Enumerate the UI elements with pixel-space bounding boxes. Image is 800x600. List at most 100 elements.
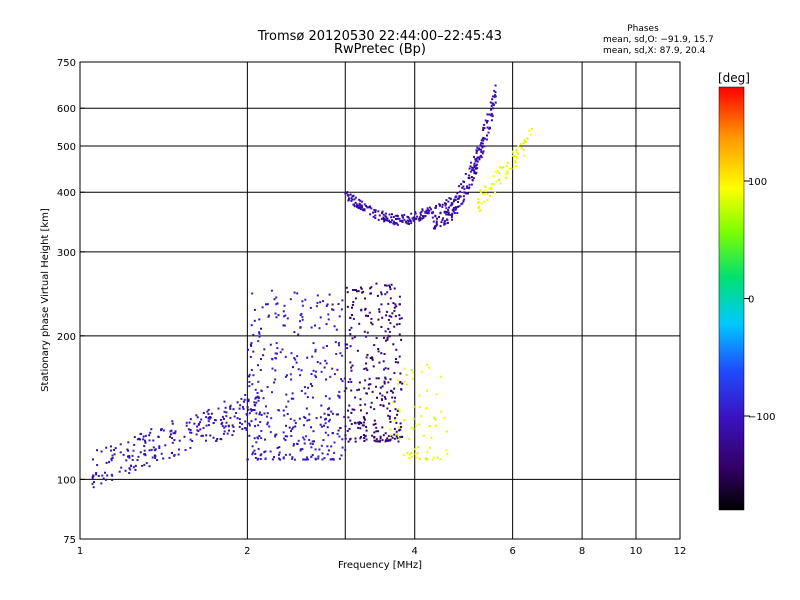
data-point [395, 305, 398, 308]
data-point [447, 200, 450, 203]
data-point [463, 191, 466, 194]
data-point [266, 386, 269, 389]
data-point [396, 433, 398, 436]
data-point [322, 300, 324, 303]
data-point [363, 209, 366, 212]
data-point [456, 205, 459, 208]
data-point [406, 215, 409, 218]
data-point [433, 456, 435, 459]
data-point [241, 406, 244, 408]
data-point [439, 375, 442, 378]
data-point [337, 413, 339, 416]
y-tick-label: 600 [57, 104, 76, 115]
data-point [199, 428, 202, 431]
data-point [389, 434, 392, 437]
data-point [379, 392, 382, 395]
data-point [189, 431, 192, 434]
data-point [423, 434, 425, 437]
data-point [359, 398, 362, 401]
data-point [473, 170, 476, 173]
data-point [447, 209, 450, 212]
data-point [348, 427, 351, 430]
data-point [365, 356, 368, 359]
data-point [488, 126, 491, 129]
data-point [378, 361, 381, 364]
data-point [372, 423, 375, 426]
data-point [442, 217, 445, 220]
data-point [364, 297, 366, 300]
data-point [446, 221, 449, 224]
data-point [355, 205, 358, 208]
data-point [408, 457, 411, 460]
data-point [173, 454, 176, 457]
data-point [395, 218, 397, 220]
data-point [347, 440, 350, 443]
data-point [394, 303, 397, 306]
data-point [435, 224, 438, 227]
data-point [399, 220, 402, 222]
data-point [377, 218, 380, 221]
data-point [384, 284, 386, 287]
data-point [395, 435, 398, 438]
data-point [366, 206, 369, 209]
data-point [319, 316, 322, 319]
data-point [444, 220, 447, 223]
data-point [338, 396, 341, 399]
data-point [361, 424, 364, 427]
data-point [271, 458, 274, 461]
data-point [389, 288, 392, 291]
data-point [383, 218, 386, 221]
data-point [110, 473, 113, 476]
data-point [244, 420, 247, 423]
data-point [393, 437, 396, 440]
data-point [309, 442, 312, 445]
data-point [347, 409, 349, 412]
data-point [421, 209, 424, 212]
data-point [419, 211, 422, 214]
data-point [344, 434, 347, 437]
data-point [383, 368, 385, 371]
data-point [394, 214, 397, 217]
data-point [92, 486, 95, 489]
data-point [327, 434, 330, 437]
data-point [317, 457, 320, 460]
data-point [154, 455, 157, 458]
data-point [311, 396, 314, 399]
data-point [474, 158, 477, 161]
data-point [292, 443, 295, 446]
data-point [269, 343, 272, 346]
data-point [446, 213, 449, 216]
data-point [357, 206, 360, 209]
data-point [283, 414, 286, 417]
data-point [371, 358, 374, 361]
data-point [359, 206, 362, 209]
data-point [333, 451, 336, 454]
data-point [390, 216, 393, 219]
data-point [487, 131, 490, 134]
data-point [382, 434, 385, 437]
data-point [422, 215, 424, 218]
data-point [256, 395, 259, 398]
data-point [523, 139, 526, 142]
data-point [373, 408, 376, 411]
data-point [382, 405, 385, 408]
data-point [445, 199, 448, 202]
data-point [337, 394, 340, 397]
data-point [528, 129, 531, 132]
data-point [310, 426, 312, 429]
data-point [344, 192, 347, 195]
data-point [265, 415, 268, 418]
data-point [491, 95, 494, 98]
data-point [352, 301, 355, 303]
data-point [375, 440, 378, 443]
data-point [286, 374, 288, 377]
data-point [366, 331, 369, 334]
data-point [348, 329, 351, 331]
data-point [392, 220, 395, 223]
data-point [325, 304, 328, 307]
data-point [158, 447, 161, 449]
data-point [458, 185, 461, 188]
data-point [110, 445, 112, 448]
data-point [377, 377, 380, 380]
data-point [378, 214, 381, 217]
